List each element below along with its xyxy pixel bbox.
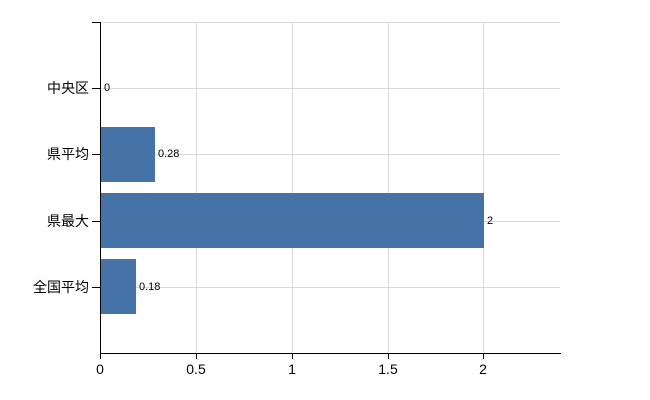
category-label: 県最大 [47, 212, 89, 229]
category-label: 中央区 [47, 80, 89, 97]
bar-value-label: 0 [104, 82, 111, 95]
y-axis-line [100, 22, 101, 354]
gridline-vertical [388, 22, 389, 353]
x-axis-tick [100, 354, 101, 359]
x-tick-label: 1 [288, 361, 296, 377]
y-axis-tick [92, 88, 100, 90]
category-label: 県平均 [47, 146, 89, 163]
bar-value-label: 0.28 [158, 148, 180, 161]
gridline-horizontal [100, 22, 560, 23]
gridline-horizontal [100, 286, 560, 288]
x-axis-tick [483, 354, 484, 359]
bar-value-label: 0.18 [139, 280, 161, 293]
bar-value-label: 2 [487, 214, 494, 227]
x-tick-label: 1.5 [378, 361, 398, 377]
y-axis-tick [92, 286, 100, 288]
y-axis-tick [92, 154, 100, 156]
bar[interactable] [101, 193, 484, 248]
bar[interactable] [101, 259, 136, 314]
y-axis-tick [92, 220, 100, 222]
category-label: 全国平均 [33, 278, 89, 295]
x-axis-tick [196, 354, 197, 359]
x-tick-label: 0 [96, 361, 104, 377]
y-axis-tick [92, 22, 100, 23]
gridline-horizontal [100, 154, 560, 156]
x-axis-line [100, 353, 561, 354]
x-axis-tick [292, 354, 293, 359]
gridline-vertical [483, 22, 484, 353]
x-axis-tick [388, 354, 389, 359]
gridline-vertical [196, 22, 197, 353]
gridline-vertical [292, 22, 293, 353]
bar[interactable] [101, 127, 155, 182]
gridline-horizontal [100, 88, 560, 90]
x-tick-label: 2 [479, 361, 487, 377]
x-tick-label: 0.5 [186, 361, 206, 377]
